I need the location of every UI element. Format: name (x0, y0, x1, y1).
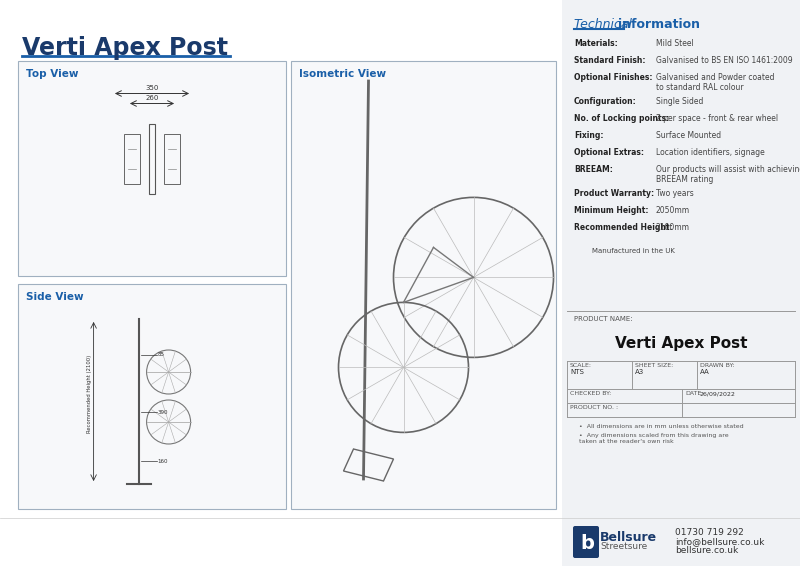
Text: Verti Apex Post: Verti Apex Post (614, 336, 747, 351)
Text: PRODUCT NO. :: PRODUCT NO. : (570, 405, 618, 410)
Text: Isometric View: Isometric View (299, 69, 386, 79)
Text: Bellsure: Bellsure (600, 531, 657, 544)
Text: Mild Steel: Mild Steel (656, 39, 694, 48)
Text: CHECKED BY:: CHECKED BY: (570, 391, 611, 396)
Text: Manufactured in the UK: Manufactured in the UK (592, 248, 675, 254)
Text: 390: 390 (158, 410, 168, 415)
Text: Top View: Top View (26, 69, 78, 79)
Text: Product Warranty:: Product Warranty: (574, 189, 654, 198)
FancyBboxPatch shape (573, 526, 599, 558)
FancyBboxPatch shape (18, 284, 286, 509)
Text: 2 per space - front & rear wheel: 2 per space - front & rear wheel (656, 114, 778, 123)
Text: NTS: NTS (570, 369, 584, 375)
Text: Materials:: Materials: (574, 39, 618, 48)
Text: Two years: Two years (656, 189, 694, 198)
Text: Our products will assist with achieving
BREEAM rating: Our products will assist with achieving … (656, 165, 800, 185)
Text: SCALE:: SCALE: (570, 363, 592, 368)
Text: BREEAM:: BREEAM: (574, 165, 613, 174)
Text: 2050mm: 2050mm (656, 206, 690, 215)
Text: 2100mm: 2100mm (656, 223, 690, 232)
Text: 26/09/2022: 26/09/2022 (700, 391, 736, 396)
Text: Fixing:: Fixing: (574, 131, 603, 140)
Text: Streetsure: Streetsure (600, 542, 647, 551)
Text: Side View: Side View (26, 292, 84, 302)
Bar (149, 123, 155, 194)
Text: Technical: Technical (574, 18, 636, 31)
Text: AA: AA (700, 369, 710, 375)
Text: Single Sided: Single Sided (656, 97, 703, 106)
FancyBboxPatch shape (18, 61, 286, 276)
Text: PRODUCT NAME:: PRODUCT NAME: (574, 316, 633, 322)
Text: No. of Locking points:: No. of Locking points: (574, 114, 670, 123)
Text: Galvanised and Powder coated
to standard RAL colour: Galvanised and Powder coated to standard… (656, 73, 774, 92)
Text: DATE: DATE (685, 391, 702, 396)
Text: bellsure.co.uk: bellsure.co.uk (675, 546, 738, 555)
Text: 85: 85 (158, 353, 165, 357)
Text: Galvanised to BS EN ISO 1461:2009: Galvanised to BS EN ISO 1461:2009 (656, 56, 793, 65)
Text: Optional Finishes:: Optional Finishes: (574, 73, 653, 82)
Text: 260: 260 (146, 96, 158, 101)
Text: Minimum Height:: Minimum Height: (574, 206, 649, 215)
Text: Surface Mounted: Surface Mounted (656, 131, 721, 140)
Text: information: information (618, 18, 700, 31)
Text: Location identifiers, signage: Location identifiers, signage (656, 148, 765, 157)
Text: 160: 160 (158, 459, 168, 464)
Text: DRAWN BY:: DRAWN BY: (700, 363, 734, 368)
Text: •  Any dimensions scaled from this drawing are
taken at the reader's own risk: • Any dimensions scaled from this drawin… (579, 433, 729, 444)
Text: Recommended Height (2100): Recommended Height (2100) (86, 355, 92, 433)
Text: Verti Apex Post: Verti Apex Post (22, 36, 228, 60)
Text: Standard Finish:: Standard Finish: (574, 56, 646, 65)
Text: b: b (580, 534, 594, 553)
FancyBboxPatch shape (562, 0, 800, 566)
Text: 01730 719 292: 01730 719 292 (675, 528, 744, 537)
Text: Configuration:: Configuration: (574, 97, 637, 106)
Bar (124, 134, 140, 183)
Text: •  All dimensions are in mm unless otherwise stated: • All dimensions are in mm unless otherw… (579, 424, 744, 429)
FancyBboxPatch shape (291, 61, 556, 509)
Text: Recommended Height:: Recommended Height: (574, 223, 673, 232)
Bar (164, 134, 180, 183)
Text: SHEET SIZE:: SHEET SIZE: (635, 363, 674, 368)
Text: Optional Extras:: Optional Extras: (574, 148, 644, 157)
Text: 350: 350 (146, 84, 158, 91)
Text: info@bellsure.co.uk: info@bellsure.co.uk (675, 537, 764, 546)
Text: A3: A3 (635, 369, 644, 375)
